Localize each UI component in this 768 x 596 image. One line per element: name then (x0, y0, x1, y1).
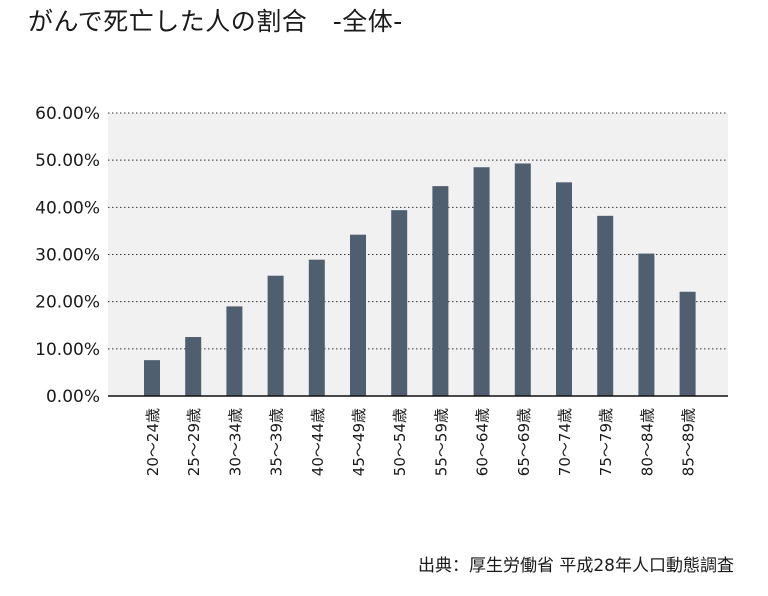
bar (679, 291, 696, 396)
bar (144, 360, 160, 396)
x-category-label: 75～79歳 (597, 408, 615, 476)
bar (473, 167, 490, 396)
bar (308, 259, 325, 396)
x-axis-categories: 20～24歳 25～29歳 30～34歳 35～39歳 40～44歳 45～49歳 50～5… (144, 408, 698, 476)
bar (226, 306, 243, 396)
y-tick-label: 0.00% (46, 387, 100, 407)
x-category-label: 60～64歳 (474, 408, 492, 476)
bar (556, 182, 572, 396)
x-category-label: 65～69歳 (515, 408, 533, 476)
bar (597, 215, 614, 396)
x-category-label: 45～49歳 (350, 408, 368, 476)
x-category-label: 25～29歳 (185, 408, 203, 476)
x-category-label: 50～54歳 (391, 408, 409, 476)
bar (185, 337, 202, 396)
bar (514, 163, 531, 396)
bars (144, 163, 696, 396)
x-category-label: 70～74歳 (556, 408, 574, 476)
x-category-label: 55～59歳 (432, 408, 450, 476)
x-category-label: 20～24歳 (144, 408, 162, 476)
x-category-label: 35～39歳 (268, 408, 286, 476)
y-tick-label: 10.00% (35, 340, 100, 360)
y-tick-label: 20.00% (35, 293, 100, 313)
bar (267, 275, 284, 396)
x-category-label: 85～89歳 (680, 408, 698, 476)
y-tick-label: 40.00% (35, 198, 100, 218)
bar (432, 186, 449, 396)
x-category-label: 30～34歳 (226, 408, 244, 476)
y-tick-label: 50.00% (35, 151, 100, 171)
bar (350, 234, 366, 396)
y-tick-label: 30.00% (35, 246, 100, 266)
gridlines (108, 112, 728, 350)
y-axis-ticks: 0.00% 10.00% 20.00% 30.00% 40.00% 50.00% 60.00… (35, 104, 100, 407)
x-category-label: 80～84歳 (638, 408, 656, 476)
chart-title: がんで死亡した人の割合 -全体- (28, 7, 403, 36)
x-category-label: 40～44歳 (309, 408, 327, 476)
bar (391, 210, 408, 396)
y-tick-label: 60.00% (35, 104, 100, 124)
source-note: 出典：厚生労働省 平成28年人口動態調査 (417, 556, 734, 576)
bar (638, 253, 655, 396)
